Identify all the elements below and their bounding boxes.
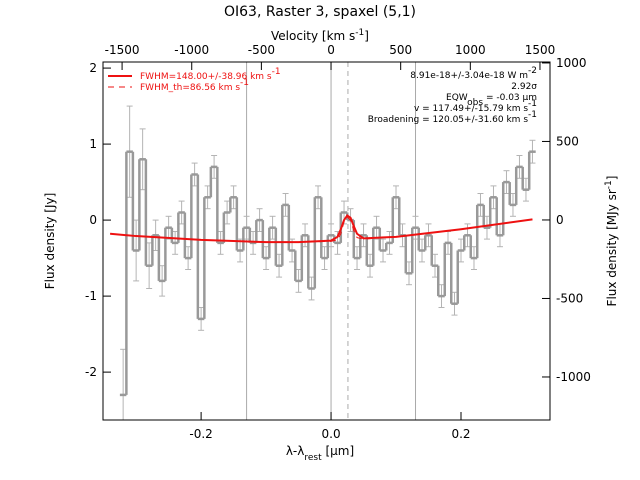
- text-part: -1: [604, 180, 614, 189]
- y2-tick-label: 500: [556, 134, 579, 148]
- text-part: λ-λ: [286, 444, 305, 458]
- text-part: FWHM_th=86.56 km s: [140, 83, 240, 93]
- y2-tick-label: -500: [556, 291, 583, 305]
- x2-tick-label: 500: [389, 43, 412, 57]
- x2-axis-label: Velocity [km s-1]: [271, 28, 369, 43]
- fit-line: [110, 216, 533, 243]
- text-part: ]: [605, 176, 619, 181]
- x2-tick-label: -1500: [105, 43, 140, 57]
- x2-tick-label: 0: [327, 43, 335, 57]
- y-tick-label: 2: [89, 61, 97, 75]
- text-part: = -0.03 μm: [483, 93, 537, 103]
- y-tick-label: 0: [89, 213, 97, 227]
- text-part: FWHM=148.00+/-38.96 km s: [140, 72, 272, 82]
- annotation: v = 117.49+/-15.79 km s-1: [414, 99, 537, 114]
- chart-title: OI63, Raster 3, spaxel (5,1): [224, 4, 416, 20]
- text-part: -1: [272, 67, 281, 77]
- annotation: EQWobs = -0.03 μm: [446, 93, 537, 108]
- y-tick-label: -1: [85, 289, 97, 303]
- text-part: v = 117.49+/-15.79 km s: [414, 104, 528, 114]
- text-part: Broadening = 120.05+/-31.60 km s: [368, 115, 529, 125]
- x-tick-label: 0.2: [451, 427, 470, 441]
- x2-tick-label: 1000: [455, 43, 486, 57]
- y-tick-label: -2: [85, 365, 97, 379]
- axes: -0.2 0.0 0.2-1500 -1000 -500 0 500 1000 1500-2-1…: [85, 28, 619, 463]
- y2-tick-label: 0: [556, 213, 564, 227]
- annotation: 8.91e-18+/-3.04e-18 W m-2: [410, 66, 537, 81]
- text-part: obs: [467, 98, 483, 108]
- plot-frame: [102, 61, 551, 421]
- x-tick-label: -0.2: [189, 427, 212, 441]
- y2-tick-label: 1000: [556, 56, 587, 70]
- text-part: -1: [528, 110, 537, 120]
- text-part: -2: [528, 66, 537, 76]
- legend-label: FWHM=148.00+/-38.96 km s-1: [140, 67, 281, 82]
- y2-axis-label: Flux density [MJy sr-1]: [604, 176, 619, 307]
- text-part: 2.92σ: [511, 82, 537, 92]
- text-part: Flux density [MJy sr: [605, 189, 619, 306]
- text-part: -1: [240, 78, 249, 88]
- x2-tick-label: 1500: [525, 43, 556, 57]
- x2-tick-label: -1000: [174, 43, 209, 57]
- text-part: rest: [304, 453, 322, 463]
- text-part: -1: [528, 99, 537, 109]
- text-part: Velocity [km s: [271, 29, 355, 43]
- y2-tick-label: -1000: [556, 370, 591, 384]
- text-part: ]: [364, 29, 369, 43]
- x-tick-label: 0.0: [322, 427, 341, 441]
- annotation: Broadening = 120.05+/-31.60 km s-1: [368, 110, 537, 125]
- text-part: [μm]: [322, 444, 355, 458]
- annotation: 2.92σ: [511, 82, 537, 92]
- y-axis-label: Flux density [Jy]: [43, 193, 57, 290]
- legend-label: FWHM_th=86.56 km s-1: [140, 78, 249, 93]
- x2-tick-label: -500: [248, 43, 275, 57]
- text-part: 8.91e-18+/-3.04e-18 W m: [410, 71, 528, 81]
- text-part: EQW: [446, 93, 468, 103]
- text-part: -1: [355, 28, 364, 38]
- x-axis-label: λ-λrest [μm]: [286, 444, 354, 463]
- plot-data: [110, 105, 536, 420]
- y-tick-label: 1: [89, 137, 97, 151]
